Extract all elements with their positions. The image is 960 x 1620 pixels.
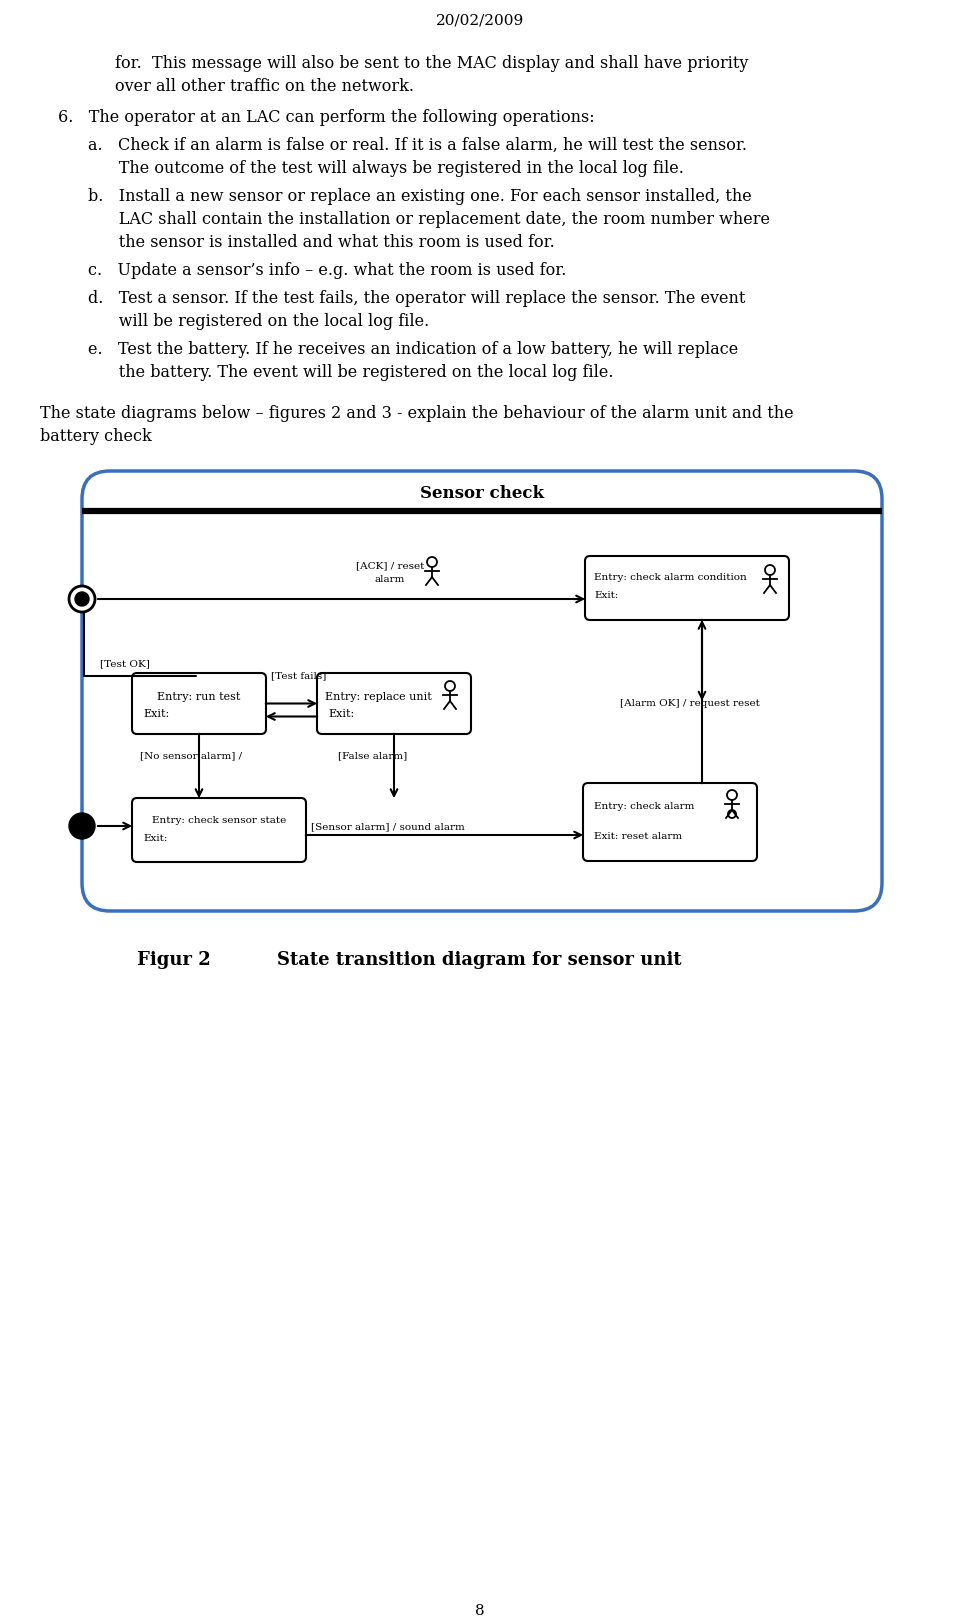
Text: Exit:: Exit: xyxy=(328,710,354,719)
Text: a.   Check if an alarm is false or real. If it is a false alarm, he will test th: a. Check if an alarm is false or real. I… xyxy=(88,138,747,154)
Text: Entry: check alarm: Entry: check alarm xyxy=(594,802,694,812)
Text: alarm: alarm xyxy=(374,575,405,583)
Text: e.   Test the battery. If he receives an indication of a low battery, he will re: e. Test the battery. If he receives an i… xyxy=(88,340,738,358)
Text: will be registered on the local log file.: will be registered on the local log file… xyxy=(88,313,429,330)
Circle shape xyxy=(75,591,89,606)
Text: d.   Test a sensor. If the test fails, the operator will replace the sensor. The: d. Test a sensor. If the test fails, the… xyxy=(88,290,745,308)
Text: Entry: run test: Entry: run test xyxy=(157,692,241,701)
Text: [No sensor alarm] /: [No sensor alarm] / xyxy=(140,752,242,760)
Text: the battery. The event will be registered on the local log file.: the battery. The event will be registere… xyxy=(88,364,613,381)
Text: battery check: battery check xyxy=(40,428,152,446)
Text: c.   Update a sensor’s info – e.g. what the room is used for.: c. Update a sensor’s info – e.g. what th… xyxy=(88,262,566,279)
Text: [False alarm]: [False alarm] xyxy=(338,752,407,760)
Circle shape xyxy=(69,813,95,839)
Text: 6.   The operator at an LAC can perform the following operations:: 6. The operator at an LAC can perform th… xyxy=(58,109,594,126)
Text: [ACK] / reset: [ACK] / reset xyxy=(356,561,424,570)
Text: [Test fails]: [Test fails] xyxy=(271,671,326,680)
Text: Exit: reset alarm: Exit: reset alarm xyxy=(594,833,683,841)
Text: Exit:: Exit: xyxy=(143,834,167,842)
Text: [Alarm OK] / request reset: [Alarm OK] / request reset xyxy=(620,698,760,708)
Text: 8: 8 xyxy=(475,1604,485,1618)
FancyBboxPatch shape xyxy=(317,672,471,734)
FancyBboxPatch shape xyxy=(583,782,757,860)
Text: [Test OK]: [Test OK] xyxy=(100,659,150,667)
Circle shape xyxy=(69,586,95,612)
Text: Entry: replace unit: Entry: replace unit xyxy=(324,692,431,701)
FancyBboxPatch shape xyxy=(132,672,266,734)
FancyBboxPatch shape xyxy=(82,471,882,910)
Text: Entry: check alarm condition: Entry: check alarm condition xyxy=(594,573,747,582)
Text: LAC shall contain the installation or replacement date, the room number where: LAC shall contain the installation or re… xyxy=(88,211,770,228)
Text: b.   Install a new sensor or replace an existing one. For each sensor installed,: b. Install a new sensor or replace an ex… xyxy=(88,188,752,206)
Text: the sensor is installed and what this room is used for.: the sensor is installed and what this ro… xyxy=(88,233,555,251)
Text: The outcome of the test will always be registered in the local log file.: The outcome of the test will always be r… xyxy=(88,160,684,177)
Text: State transition diagram for sensor unit: State transition diagram for sensor unit xyxy=(277,951,682,969)
Text: [Sensor alarm] / sound alarm: [Sensor alarm] / sound alarm xyxy=(311,821,465,831)
Text: for.  This message will also be sent to the MAC display and shall have priority: for. This message will also be sent to t… xyxy=(115,55,749,71)
Text: over all other traffic on the network.: over all other traffic on the network. xyxy=(115,78,414,96)
Text: Sensor check: Sensor check xyxy=(420,484,544,502)
Text: The state diagrams below – figures 2 and 3 - explain the behaviour of the alarm : The state diagrams below – figures 2 and… xyxy=(40,405,794,421)
Text: Entry: check sensor state: Entry: check sensor state xyxy=(152,816,286,825)
FancyBboxPatch shape xyxy=(132,799,306,862)
Text: Exit:: Exit: xyxy=(594,591,618,599)
Text: Figur 2: Figur 2 xyxy=(137,951,211,969)
FancyBboxPatch shape xyxy=(585,556,789,620)
Text: Exit:: Exit: xyxy=(143,710,169,719)
Text: 20/02/2009: 20/02/2009 xyxy=(436,15,524,28)
